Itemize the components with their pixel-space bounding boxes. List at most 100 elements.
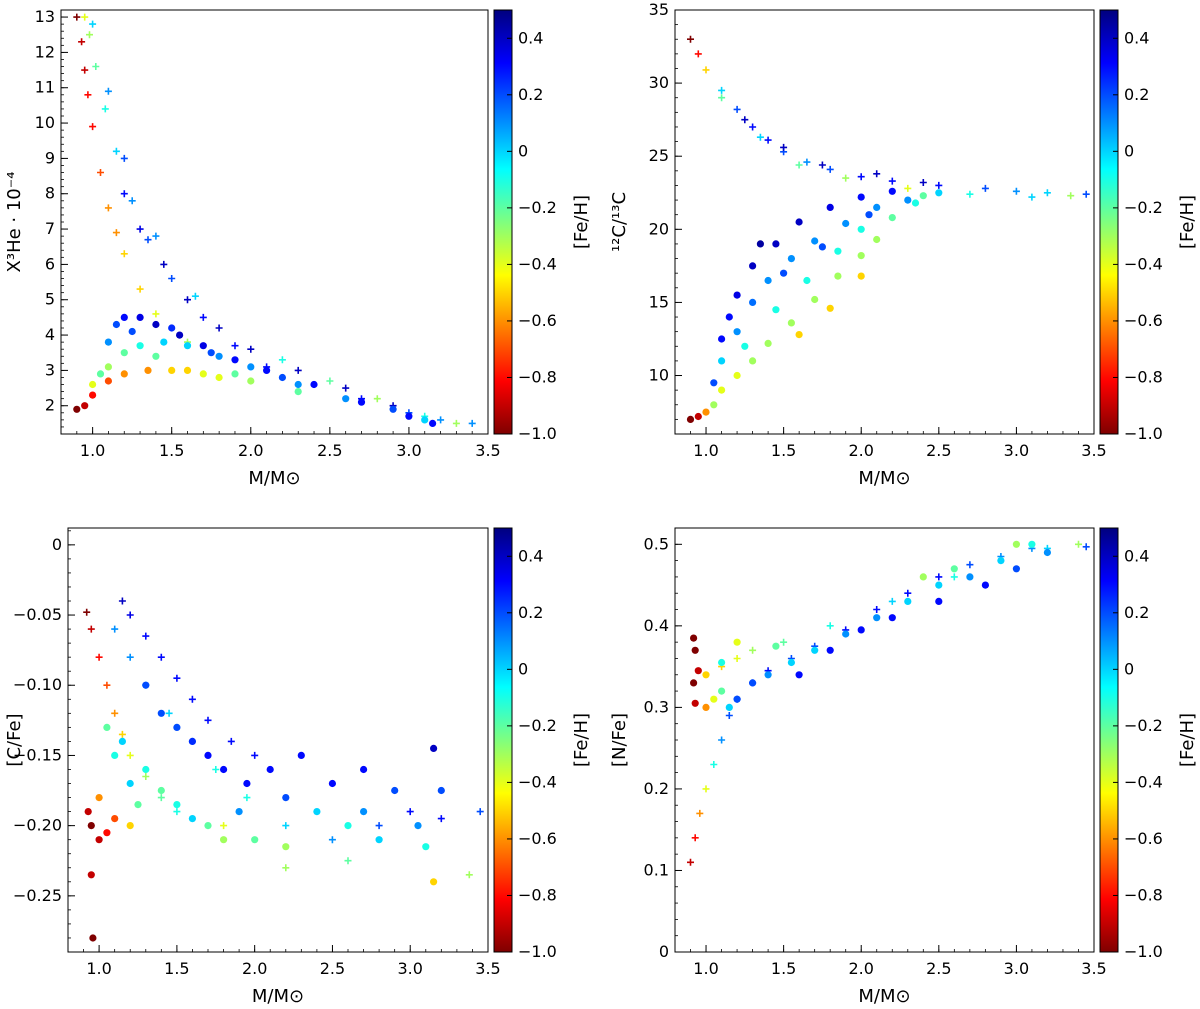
dwarf-point: [935, 189, 943, 197]
giant-point: [231, 342, 239, 350]
colorbar-tick-label: −0.2: [1124, 198, 1163, 217]
dwarf-point: [710, 401, 718, 409]
giant-point: [780, 143, 788, 151]
giant-point: [437, 416, 445, 424]
dwarf-point: [857, 626, 865, 634]
y-tick-label: 0.1: [644, 860, 669, 879]
giant-point: [84, 91, 92, 99]
dwarf-point: [294, 380, 302, 389]
giant-point: [152, 232, 160, 240]
dwarf-point: [911, 199, 920, 207]
x-tick-label: 1.0: [80, 441, 105, 460]
y-tick-label: 4: [45, 325, 55, 344]
dwarf-point: [235, 808, 243, 816]
giant-point: [83, 608, 91, 616]
colorbar-tick-label: −0.6: [518, 829, 557, 848]
dwarf-point: [87, 822, 95, 830]
y-tick-label: 6: [45, 254, 55, 273]
dwarf-point: [422, 843, 430, 851]
y-tick-label: 8: [45, 184, 55, 203]
colorbar-tick-label: 0.4: [1124, 28, 1149, 47]
dwarf-point: [120, 349, 128, 357]
y-tick-label: −0.10: [13, 675, 62, 694]
giant-point: [111, 709, 119, 717]
giant-point: [1082, 543, 1090, 551]
giant-point: [157, 794, 165, 802]
colorbar-tick-label: 0.4: [518, 28, 543, 47]
giant-point: [104, 87, 112, 95]
dwarf-point: [160, 338, 168, 346]
giant-point: [191, 292, 199, 300]
y-tick-label: 5: [45, 290, 55, 309]
dwarf-point: [981, 581, 990, 589]
y-tick-label: 0.5: [644, 534, 669, 553]
dwarf-point: [857, 252, 865, 260]
colorbar-tick-label: −0.8: [1124, 885, 1163, 904]
colorbar-tick-label: 0: [518, 659, 528, 678]
giant-point: [128, 197, 136, 205]
dwarf-point: [702, 703, 710, 712]
x-tick-label: 1.5: [164, 959, 189, 978]
dwarf-point: [89, 391, 97, 399]
y-tick-label: 20: [649, 219, 669, 238]
giant-point: [718, 94, 726, 102]
giant-point: [373, 395, 381, 403]
giant-point: [160, 260, 168, 268]
giant-point: [826, 622, 834, 630]
colorbar-tick-label: −1.0: [1124, 942, 1163, 961]
giant-point: [126, 611, 134, 619]
dwarf-point: [168, 324, 176, 332]
dwarf-point: [297, 751, 305, 760]
dwarf-point: [733, 638, 741, 646]
data-points: [686, 35, 1090, 423]
giant-point: [691, 834, 699, 842]
giant-point: [199, 313, 207, 321]
giant-point: [468, 419, 476, 427]
x-tick-label: 1.0: [86, 959, 111, 978]
giant-point: [344, 857, 352, 865]
dwarf-point: [725, 313, 733, 321]
giant-point: [212, 766, 220, 773]
dwarf-point: [183, 366, 192, 374]
dwarf-point: [215, 352, 223, 360]
y-tick-label: 11: [35, 78, 55, 97]
dwarf-point: [857, 225, 865, 233]
giant-point: [981, 184, 989, 192]
dwarf-point: [691, 699, 699, 707]
panel-he3: 1.0 1.5 2.0 2.5 3.0 3.5 2 3 4 5 6 7 8 9 10 11 12 13 M/M⊙ X³…: [4, 7, 592, 489]
dwarf-point: [81, 402, 89, 410]
dwarf-point: [251, 836, 259, 844]
dwarf-point: [95, 836, 103, 844]
giant-point: [173, 674, 181, 682]
dwarf-point: [919, 192, 927, 200]
dwarf-point: [152, 320, 160, 329]
dwarf-point: [710, 695, 718, 703]
y-tick-label: 15: [649, 292, 669, 311]
dwarf-point: [803, 276, 811, 285]
dwarf-point: [1012, 540, 1021, 548]
x-axis-label: M/M⊙: [252, 986, 304, 1007]
dwarf-point: [718, 658, 726, 667]
x-tick-label: 1.0: [693, 441, 718, 460]
dwarf-point: [1028, 540, 1036, 548]
colorbar-tick-label: −0.6: [1124, 311, 1163, 330]
y-axis-label: [N/Fe]: [609, 713, 630, 767]
colorbar-tick-label: 0.4: [1124, 546, 1149, 565]
giant-point: [842, 174, 850, 182]
giant-point: [112, 229, 120, 237]
y-axis-label: [C/Fe]: [4, 713, 25, 766]
dwarf-point: [176, 331, 184, 339]
colorbar-tick-label: −1.0: [1124, 424, 1163, 443]
dwarf-point: [842, 630, 850, 638]
dwarf-point: [865, 211, 873, 219]
colorbar-tick-label: −0.8: [518, 367, 557, 386]
y-tick-label: 30: [649, 73, 669, 92]
dwarf-point: [1043, 548, 1051, 557]
giant-point: [118, 597, 126, 605]
giant-point: [173, 808, 181, 816]
giant-point: [795, 161, 803, 169]
dwarf-point: [142, 681, 150, 689]
colorbar-tick-label: −0.2: [518, 198, 557, 217]
dwarf-point: [231, 356, 239, 364]
giant-point: [465, 871, 473, 879]
